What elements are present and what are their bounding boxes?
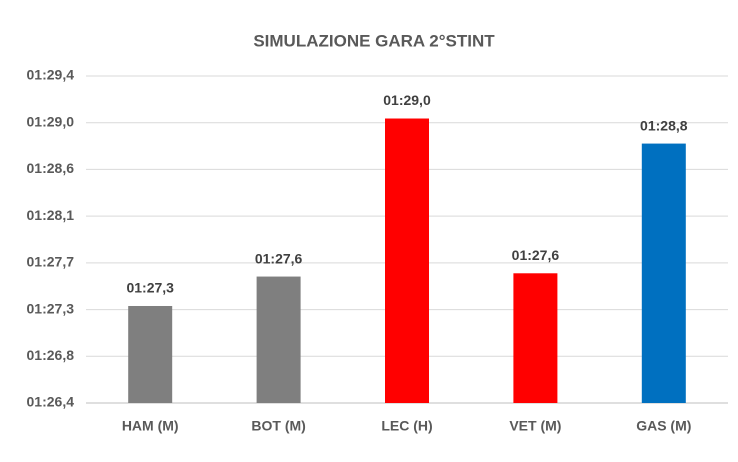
data-label: 01:27,6 — [512, 247, 560, 263]
bar — [513, 273, 558, 403]
chart-title: SIMULAZIONE GARA 2°STINT — [253, 31, 495, 50]
x-tick-label: VET (M) — [509, 418, 561, 434]
data-label: 01:28,8 — [640, 117, 688, 133]
bar — [128, 305, 173, 403]
bar — [256, 276, 301, 403]
x-tick-label: LEC (H) — [381, 418, 432, 434]
data-label: 01:27,6 — [255, 250, 303, 266]
y-tick-label: 01:27,3 — [27, 300, 75, 316]
y-tick-label: 01:28,6 — [27, 160, 75, 176]
bar — [385, 118, 429, 403]
data-label: 01:27,3 — [126, 280, 174, 296]
x-tick-label: BOT (M) — [251, 418, 305, 434]
bar — [641, 143, 686, 403]
y-tick-label: 01:28,1 — [27, 207, 75, 223]
data-label: 01:29,0 — [383, 92, 431, 108]
y-tick-label: 01:29,4 — [27, 67, 75, 83]
x-tick-label: HAM (M) — [122, 418, 179, 434]
y-tick-label: 01:27,7 — [27, 254, 75, 270]
x-tick-label: GAS (M) — [636, 418, 691, 434]
y-tick-label: 01:26,8 — [27, 347, 75, 363]
y-tick-label: 01:26,4 — [27, 394, 75, 410]
y-tick-label: 01:29,0 — [27, 113, 75, 129]
